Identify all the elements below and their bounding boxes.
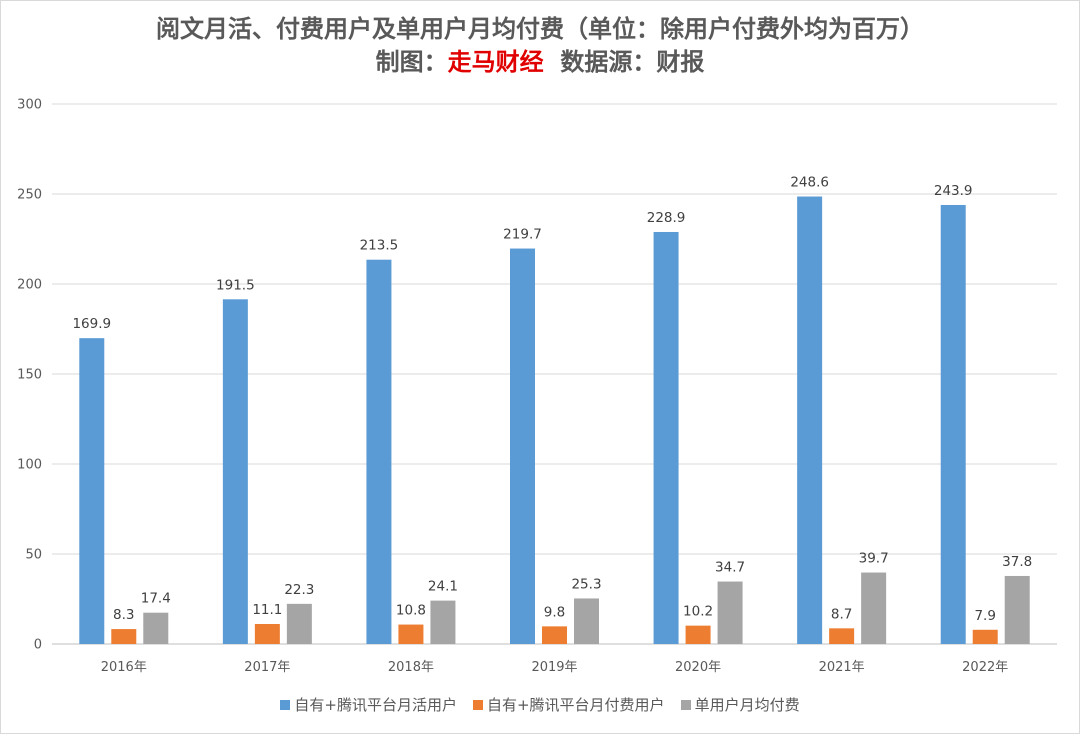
bar — [653, 231, 679, 645]
data-label: 10.2 — [683, 604, 713, 620]
subtitle-prefix: 制图： — [375, 47, 448, 76]
bar — [829, 628, 855, 644]
bar — [542, 626, 567, 644]
legend-label: 单用户月均付费 — [694, 696, 800, 714]
bar — [398, 624, 424, 644]
x-tick-label: 2018年 — [388, 660, 434, 675]
y-tick-label: 50 — [25, 548, 42, 563]
bar — [366, 259, 392, 644]
data-label: 37.8 — [1002, 554, 1032, 570]
data-label: 17.4 — [141, 591, 171, 607]
bar — [861, 572, 887, 644]
data-label: 248.6 — [790, 175, 829, 191]
x-tick-label: 2016年 — [101, 660, 147, 675]
y-tick-label: 150 — [17, 368, 42, 383]
data-label: 25.3 — [571, 576, 601, 592]
data-label: 228.9 — [647, 210, 686, 226]
x-tick-label: 2022年 — [962, 660, 1008, 675]
legend-swatch — [680, 699, 691, 710]
data-label: 9.8 — [544, 604, 565, 620]
y-tick-label: 250 — [17, 188, 42, 203]
legend-item: 自有+腾讯平台月活用户 — [280, 694, 457, 715]
legend-item: 单用户月均付费 — [680, 694, 800, 715]
brand-name: 走马财经 — [447, 47, 544, 76]
data-label: 39.7 — [859, 551, 889, 567]
data-label: 213.5 — [360, 238, 399, 254]
data-source: 数据源：财报 — [560, 47, 705, 76]
x-tick-label: 2017年 — [244, 660, 290, 675]
x-tick-label: 2021年 — [819, 660, 865, 675]
bar — [430, 600, 456, 644]
data-label: 243.9 — [934, 183, 973, 199]
x-tick-label: 2020年 — [675, 660, 721, 675]
data-label: 11.1 — [252, 602, 282, 618]
bar — [143, 612, 169, 644]
bar — [222, 299, 248, 644]
data-label: 7.9 — [974, 608, 995, 624]
chart-title: 阅文月活、付费用户及单用户月均付费（单位：除用户付费外均为百万） — [156, 14, 924, 43]
bar — [685, 625, 711, 644]
legend-label: 自有+腾讯平台月付费用户 — [486, 696, 665, 714]
y-tick-label: 300 — [17, 98, 42, 113]
data-label: 169.9 — [72, 316, 111, 332]
chart-subtitle: 制图：走马财经 数据源：财报 — [0, 47, 1080, 77]
data-label: 10.8 — [396, 603, 426, 619]
bar — [286, 603, 312, 644]
bar — [1004, 575, 1030, 644]
data-label: 22.3 — [284, 582, 314, 598]
data-label: 219.7 — [503, 227, 542, 243]
bar — [111, 629, 137, 644]
bar — [972, 629, 998, 644]
bar — [797, 196, 823, 644]
chart-legend: 自有+腾讯平台月活用户 自有+腾讯平台月付费用户 单用户月均付费 — [0, 694, 1080, 715]
y-tick-label: 200 — [17, 278, 42, 293]
bar — [717, 581, 743, 644]
data-label: 8.3 — [113, 607, 134, 623]
bar — [940, 204, 966, 645]
y-tick-label: 100 — [17, 458, 42, 473]
data-label: 34.7 — [715, 560, 745, 576]
bar — [510, 248, 535, 645]
data-label: 191.5 — [216, 277, 255, 293]
bar — [79, 338, 105, 644]
legend-swatch — [280, 699, 291, 710]
legend-label: 自有+腾讯平台月活用户 — [294, 696, 457, 714]
bar — [254, 624, 280, 644]
y-tick-label: 0 — [34, 638, 42, 653]
data-label: 24.1 — [428, 579, 458, 595]
legend-swatch — [472, 699, 483, 710]
data-label: 8.7 — [831, 606, 852, 622]
x-tick-label: 2019年 — [531, 660, 577, 675]
bar — [574, 598, 599, 644]
legend-item: 自有+腾讯平台月付费用户 — [472, 694, 665, 715]
